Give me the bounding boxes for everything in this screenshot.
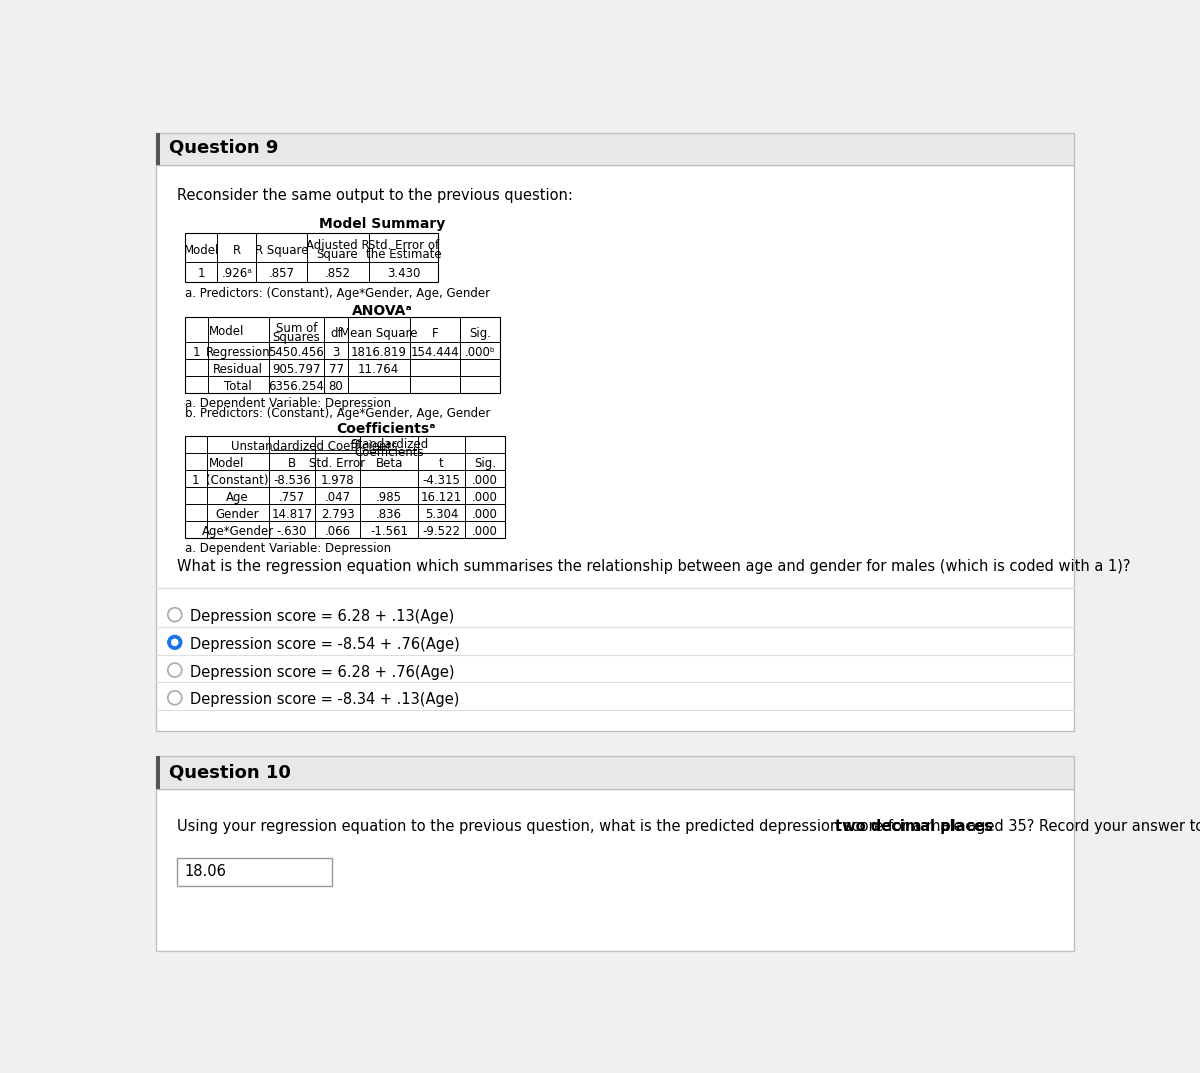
Text: 18.06: 18.06 <box>185 864 227 879</box>
Circle shape <box>168 635 181 649</box>
Bar <box>156 133 160 165</box>
Text: Depression score = 6.28 + .13(Age): Depression score = 6.28 + .13(Age) <box>191 609 455 624</box>
Text: Beta: Beta <box>376 457 403 470</box>
Text: a. Dependent Variable: Depression: a. Dependent Variable: Depression <box>185 397 391 411</box>
Text: .852: .852 <box>324 267 350 280</box>
Text: Sig.: Sig. <box>469 326 491 340</box>
Bar <box>156 789 1074 951</box>
Text: .000ᵇ: .000ᵇ <box>464 346 496 358</box>
Text: Using your regression equation to the previous question, what is the predicted d: Using your regression equation to the pr… <box>178 820 1200 835</box>
Bar <box>156 133 1074 165</box>
Text: .066: .066 <box>324 525 350 538</box>
Text: R: R <box>233 245 241 258</box>
Text: Sig.: Sig. <box>474 457 496 470</box>
Text: Depression score = -8.34 + .13(Age): Depression score = -8.34 + .13(Age) <box>191 692 460 707</box>
Bar <box>185 318 500 393</box>
Text: 11.764: 11.764 <box>358 363 400 376</box>
Text: Coefficients: Coefficients <box>354 446 424 459</box>
Text: 154.444: 154.444 <box>410 346 460 358</box>
Bar <box>156 756 160 789</box>
Text: .000: .000 <box>472 473 498 487</box>
Text: Age: Age <box>226 490 248 503</box>
Text: Question 10: Question 10 <box>169 763 292 781</box>
Text: Model: Model <box>209 457 245 470</box>
Bar <box>185 233 438 282</box>
Text: 5450.456: 5450.456 <box>269 346 324 358</box>
Bar <box>156 756 1074 789</box>
Text: Depression score = 6.28 + .76(Age): Depression score = 6.28 + .76(Age) <box>191 664 455 679</box>
Text: t: t <box>439 457 444 470</box>
Text: Unstandardized Coefficients: Unstandardized Coefficients <box>232 440 397 453</box>
Text: -1.561: -1.561 <box>370 525 408 538</box>
Text: Total: Total <box>224 380 252 393</box>
Text: B: B <box>288 457 296 470</box>
Text: 1.978: 1.978 <box>320 473 354 487</box>
Text: F: F <box>432 326 438 340</box>
Text: 1: 1 <box>192 473 199 487</box>
Text: a. Predictors: (Constant), Age*Gender, Age, Gender: a. Predictors: (Constant), Age*Gender, A… <box>185 286 490 299</box>
Text: Depression score = -8.54 + .76(Age): Depression score = -8.54 + .76(Age) <box>191 637 460 652</box>
Text: .000: .000 <box>472 490 498 503</box>
Text: 80: 80 <box>329 380 343 393</box>
Text: 14.817: 14.817 <box>271 508 312 520</box>
Text: Mean Square: Mean Square <box>340 326 418 340</box>
Text: 2.793: 2.793 <box>320 508 354 520</box>
Text: b. Predictors: (Constant), Age*Gender, Age, Gender: b. Predictors: (Constant), Age*Gender, A… <box>185 407 491 420</box>
Text: 5.304: 5.304 <box>425 508 458 520</box>
Text: .757: .757 <box>278 490 305 503</box>
Text: Model: Model <box>209 325 245 338</box>
Text: Reconsider the same output to the previous question:: Reconsider the same output to the previo… <box>178 188 574 203</box>
Text: Age*Gender: Age*Gender <box>202 525 274 538</box>
Text: Coefficientsᵃ: Coefficientsᵃ <box>337 422 436 436</box>
Text: Model Summary: Model Summary <box>319 218 445 232</box>
Text: 3: 3 <box>332 346 340 358</box>
Text: Square: Square <box>317 248 359 261</box>
Text: Gender: Gender <box>216 508 259 520</box>
Text: 3.430: 3.430 <box>386 267 420 280</box>
Bar <box>185 436 505 538</box>
Text: ANOVAᵃ: ANOVAᵃ <box>352 304 413 318</box>
Text: .000: .000 <box>472 508 498 520</box>
Circle shape <box>168 691 181 705</box>
Text: Sum of: Sum of <box>276 322 317 335</box>
Text: 1816.819: 1816.819 <box>350 346 407 358</box>
Text: Adjusted R: Adjusted R <box>306 239 370 252</box>
Circle shape <box>172 640 178 646</box>
Text: 1: 1 <box>193 346 200 358</box>
Text: 77: 77 <box>329 363 343 376</box>
Bar <box>156 165 1074 731</box>
Text: What is the regression equation which summarises the relationship between age an: What is the regression equation which su… <box>178 559 1130 574</box>
Text: Std. Error of: Std. Error of <box>368 239 439 252</box>
Text: (Constant): (Constant) <box>206 473 269 487</box>
Text: Squares: Squares <box>272 332 320 344</box>
Text: 905.797: 905.797 <box>272 363 320 376</box>
Text: Residual: Residual <box>214 363 263 376</box>
Text: Model: Model <box>184 245 218 258</box>
Circle shape <box>168 607 181 621</box>
Text: 1: 1 <box>197 267 205 280</box>
Text: Standardized: Standardized <box>350 438 428 452</box>
Text: .857: .857 <box>269 267 294 280</box>
Text: -9.522: -9.522 <box>422 525 461 538</box>
Text: two decimal places: two decimal places <box>835 820 992 835</box>
Text: .047: .047 <box>324 490 350 503</box>
Text: .000: .000 <box>472 525 498 538</box>
Text: Std. Error: Std. Error <box>310 457 366 470</box>
Circle shape <box>168 663 181 677</box>
Text: 16.121: 16.121 <box>421 490 462 503</box>
Text: a. Dependent Variable: Depression: a. Dependent Variable: Depression <box>185 542 391 555</box>
Bar <box>178 858 332 885</box>
Text: Question 9: Question 9 <box>169 138 278 157</box>
Text: .926ᵃ: .926ᵃ <box>221 267 252 280</box>
Text: .985: .985 <box>376 490 402 503</box>
Text: R Square: R Square <box>254 245 308 258</box>
Text: df: df <box>330 326 342 340</box>
Text: .836: .836 <box>376 508 402 520</box>
Text: Regression: Regression <box>206 346 271 358</box>
Text: -4.315: -4.315 <box>422 473 461 487</box>
Text: -.630: -.630 <box>277 525 307 538</box>
Text: the Estimate: the Estimate <box>366 248 442 261</box>
Text: -8.536: -8.536 <box>272 473 311 487</box>
Text: 6356.254: 6356.254 <box>269 380 324 393</box>
